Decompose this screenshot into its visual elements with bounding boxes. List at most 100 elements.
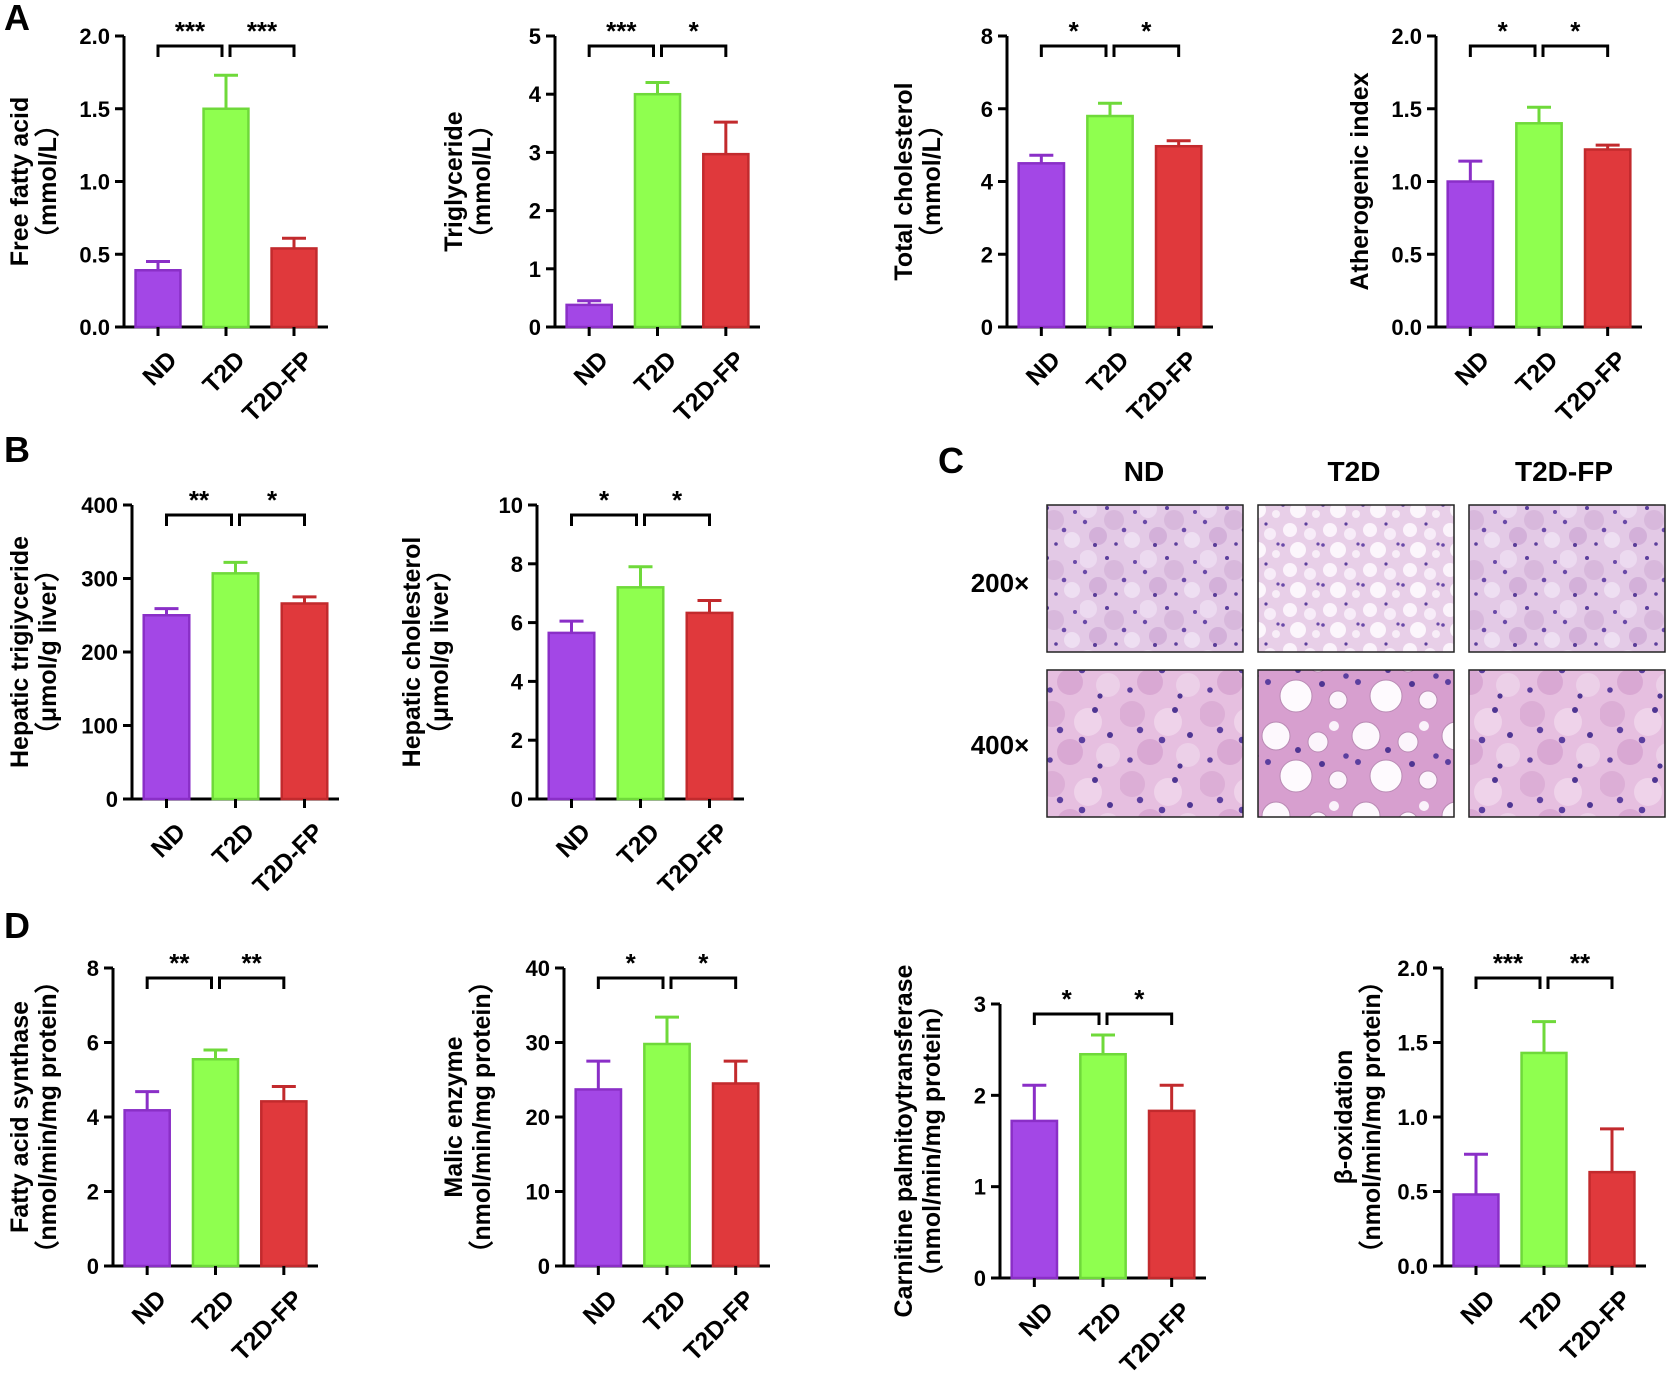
histology-image-nd-200x <box>1046 504 1244 653</box>
category-label: ND <box>551 818 596 863</box>
histology-image-t2dfp-200x <box>1468 504 1666 653</box>
bar-t2d-fp <box>1147 1109 1196 1280</box>
category-label: T2D <box>197 346 250 399</box>
category-label: ND <box>569 346 614 391</box>
significance-bracket <box>1546 976 1614 989</box>
y-tick-label: 6 <box>981 97 993 122</box>
y-axis-unit-label: （nmol/min/mg protein） <box>1357 968 1386 1265</box>
y-axis-unit-label: （nmol/min/mg protein） <box>33 968 62 1265</box>
bar-t2d-fp <box>270 247 318 329</box>
bar-nd <box>565 303 613 329</box>
bar-t2d-fp <box>280 602 329 801</box>
bar-t2d <box>1520 1051 1568 1268</box>
y-tick-label: 0 <box>106 787 118 812</box>
significance-label: * <box>1498 16 1509 46</box>
y-tick-label: 8 <box>511 552 523 577</box>
category-label: T2D-FP <box>248 818 330 900</box>
significance-label: *** <box>175 16 206 46</box>
bar-nd <box>1446 180 1495 329</box>
significance-label: *** <box>1493 948 1524 978</box>
y-tick-label: 8 <box>87 956 99 981</box>
histology-image-nd-400x <box>1046 669 1244 818</box>
category-label: T2D <box>638 1285 691 1338</box>
significance-label: ** <box>169 948 190 978</box>
category-label: T2D <box>1074 1297 1127 1350</box>
category-label: ND <box>127 1285 172 1330</box>
histology-row-label: 200× <box>971 568 1030 598</box>
y-tick-label: 10 <box>499 493 523 518</box>
histology-column-label: T2D-FP <box>1515 456 1613 487</box>
y-tick-label: 0 <box>529 315 541 340</box>
significance-bracket <box>596 976 665 989</box>
y-axis-unit-label: （nmol/min/mg protein） <box>467 968 496 1265</box>
significance-label: ** <box>242 948 263 978</box>
bar-t2d <box>616 586 665 801</box>
y-axis-label: Free fatty acid <box>6 97 34 267</box>
y-tick-label: 30 <box>526 1031 550 1056</box>
histology-image-t2d-200x <box>1257 504 1455 653</box>
y-tick-label: 4 <box>529 82 542 107</box>
significance-bracket <box>1541 44 1610 57</box>
y-axis-unit-label: （μmol/g liver） <box>425 557 454 747</box>
y-axis-label: Malic enzyme <box>440 1036 468 1197</box>
y-tick-label: 1.0 <box>79 170 110 195</box>
bar-nd <box>1010 1119 1059 1280</box>
bar-nd <box>547 631 596 801</box>
y-tick-label: 6 <box>511 611 523 636</box>
histology-image-t2d-400x <box>1257 669 1455 818</box>
y-tick-label: 2 <box>87 1180 99 1205</box>
category-label: ND <box>146 818 191 863</box>
significance-bracket <box>218 976 286 989</box>
y-axis-label: Atherogenic index <box>1346 72 1374 290</box>
y-tick-label: 20 <box>526 1105 550 1130</box>
category-label: ND <box>1021 346 1066 391</box>
category-label: T2D <box>1510 346 1563 399</box>
panel-letter-d: D <box>4 905 30 946</box>
panel-letter-c: C <box>938 440 964 481</box>
y-tick-label: 1.5 <box>1391 97 1422 122</box>
y-axis-label: Hepatic trigiyceride <box>6 536 34 768</box>
significance-label: *** <box>606 16 637 46</box>
histology-image-t2dfp-400x <box>1468 669 1666 818</box>
y-axis-unit-label: （μmol/g liver） <box>33 557 62 747</box>
bar-nd <box>134 269 182 329</box>
significance-label: * <box>689 16 700 46</box>
significance-bracket <box>1039 44 1108 57</box>
category-label: T2D-FP <box>653 818 735 900</box>
bar-t2d <box>643 1042 691 1268</box>
y-axis-unit-label: （mmol/L） <box>917 112 946 251</box>
y-tick-label: 0 <box>538 1254 550 1279</box>
category-label: T2D <box>629 346 682 399</box>
significance-label: * <box>1069 16 1080 46</box>
significance-bracket <box>1474 976 1542 989</box>
panel-letter-a: A <box>4 0 30 38</box>
bar-t2d-fp <box>260 1100 308 1268</box>
bar-t2d-fp <box>711 1082 760 1268</box>
y-tick-label: 3 <box>529 140 541 165</box>
histology-row-label: 400× <box>971 730 1030 760</box>
y-tick-label: 2.0 <box>79 24 110 49</box>
bar-t2d-fp <box>1154 144 1203 329</box>
y-tick-label: 1 <box>974 1175 986 1200</box>
y-tick-label: 1.5 <box>79 97 110 122</box>
y-tick-label: 2 <box>981 242 993 267</box>
y-axis-label: Hepatic cholesterol <box>398 537 426 768</box>
y-tick-label: 4 <box>87 1105 100 1130</box>
bar-t2d <box>211 572 260 801</box>
y-tick-label: 0.0 <box>1391 315 1422 340</box>
category-label: ND <box>137 346 182 391</box>
y-axis-unit-label: （nmol/min/mg protein） <box>917 992 946 1289</box>
y-tick-label: 300 <box>81 567 118 592</box>
bar-nd <box>142 614 191 801</box>
significance-bracket <box>1112 44 1181 57</box>
category-label: T2D <box>1081 346 1134 399</box>
category-label: T2D-FP <box>669 346 751 428</box>
category-label: T2D-FP <box>237 346 319 428</box>
category-label: T2D-FP <box>1122 346 1204 428</box>
y-tick-label: 0.5 <box>1391 242 1422 267</box>
